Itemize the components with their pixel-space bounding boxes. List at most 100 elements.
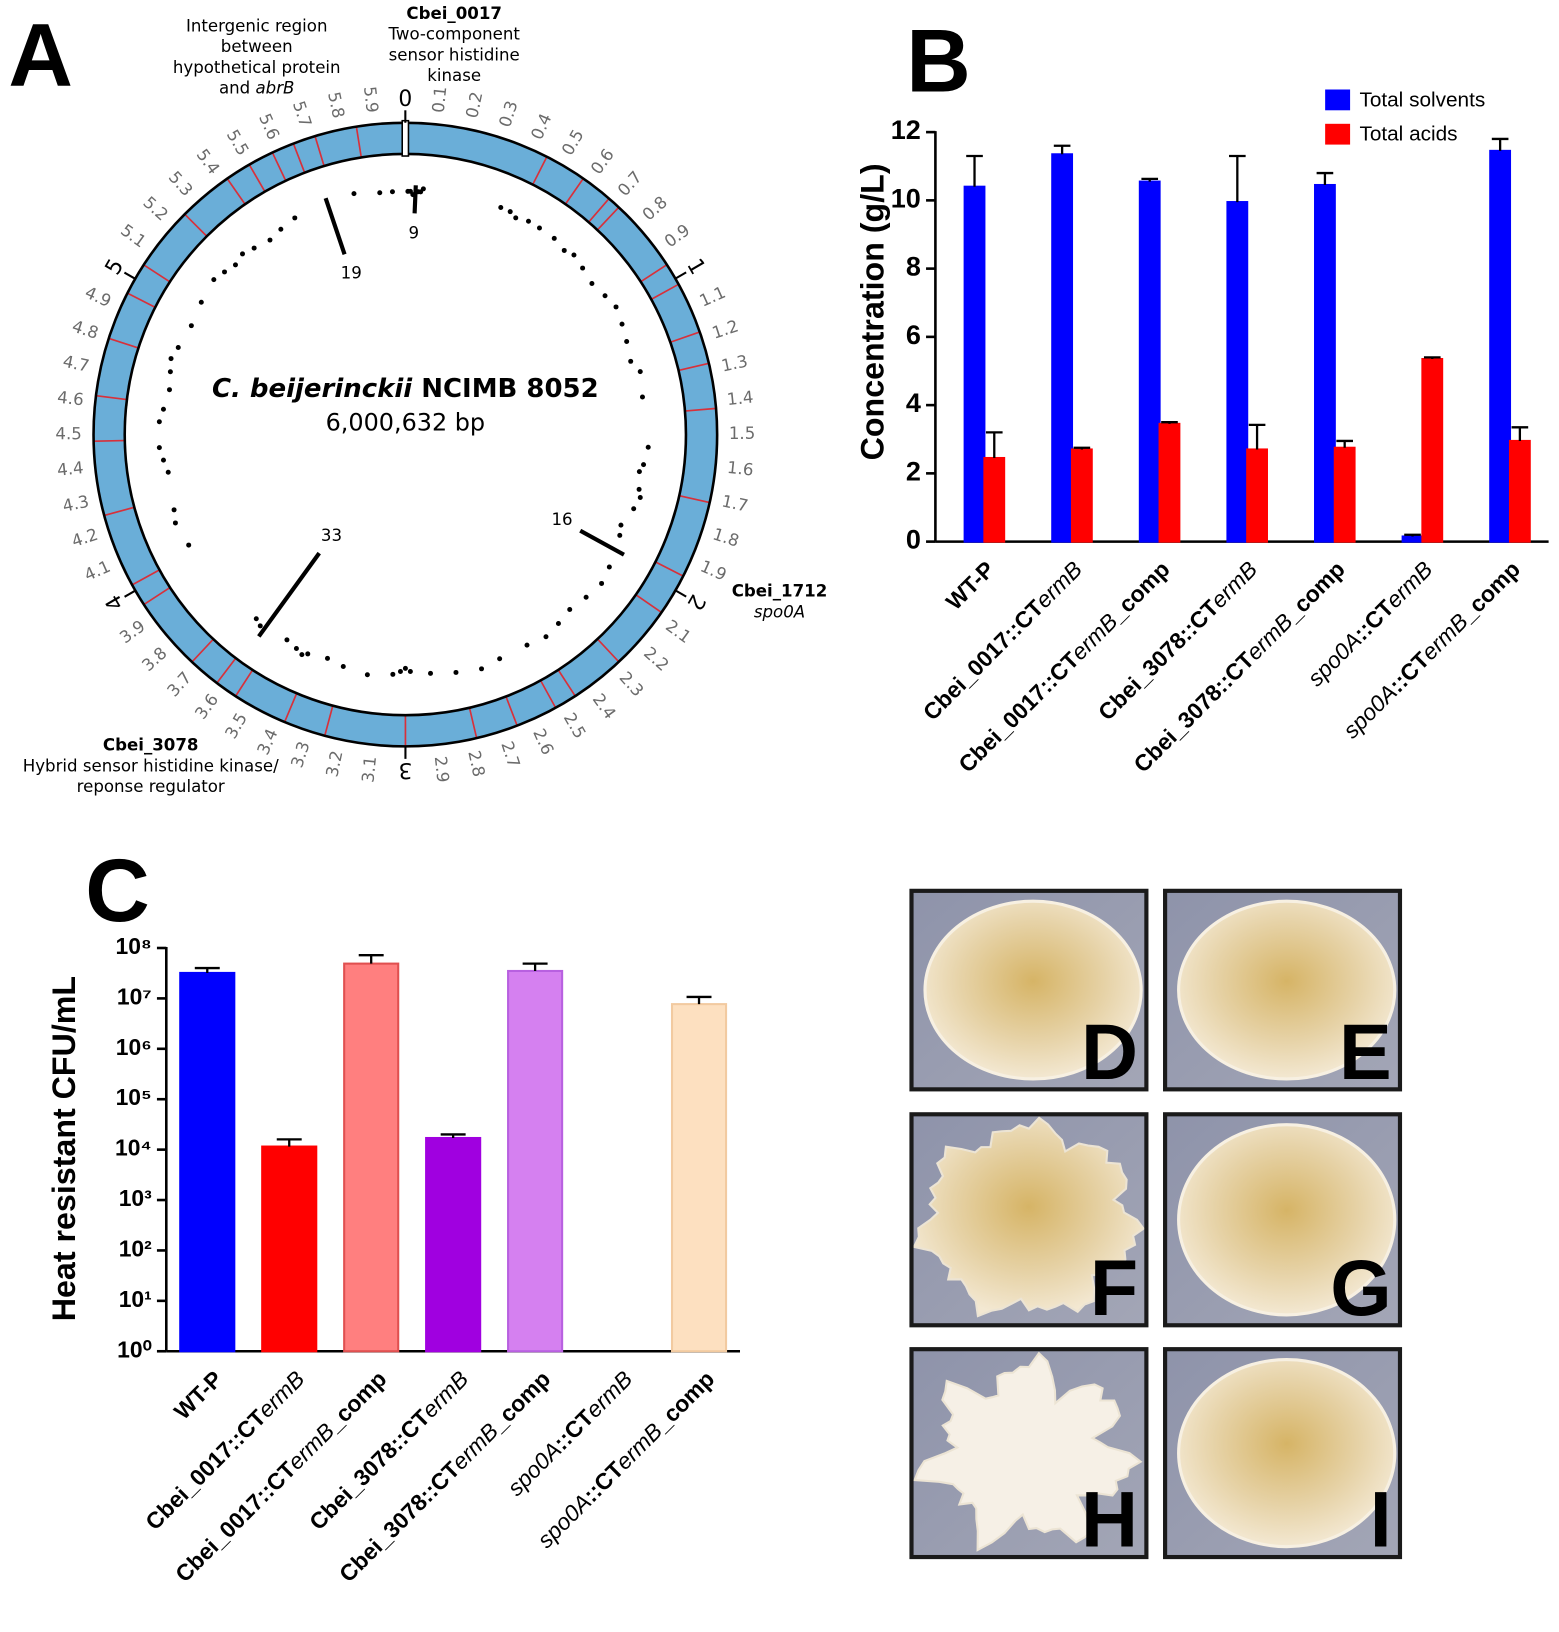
insertion-site [109, 337, 138, 349]
insertion-dot [168, 356, 174, 362]
insertion-dot [599, 580, 605, 586]
tick-label: 1.1 [697, 283, 729, 311]
annotation-line: sensor histidine [389, 45, 520, 64]
annotation-line: Intergenic region [186, 16, 328, 35]
legend-label: Total acids [1359, 123, 1457, 146]
text-run: _comp [320, 1366, 391, 1437]
insertion-site [94, 439, 124, 443]
insertion-site [636, 594, 662, 613]
bar [507, 969, 564, 1353]
insertion-dot [602, 293, 608, 299]
tick-label: 3.9 [116, 616, 149, 647]
insertion-dot [628, 358, 634, 364]
tick-label: 3.3 [287, 739, 313, 770]
tick-label: 1.7 [720, 492, 750, 516]
tick-label: 3.5 [221, 710, 251, 742]
tick-label: 4.5 [55, 424, 81, 443]
error-bar [358, 954, 384, 964]
bar [261, 1145, 318, 1353]
tick-label: 1 [681, 255, 710, 280]
bar [1314, 183, 1336, 543]
tick-label: 0.1 [429, 85, 451, 113]
tick-label: 5.1 [117, 221, 150, 252]
insertion-dot [160, 457, 166, 463]
text-run: _comp [1103, 556, 1174, 627]
y-tick-label: 10⁶ [116, 1034, 152, 1060]
insertion-dot [637, 494, 643, 500]
insertion-dot [555, 621, 561, 627]
x-tick-label: Cbei_0017::CTermB [918, 556, 1087, 725]
insertion-dot [293, 646, 299, 652]
bar [179, 971, 236, 1353]
text-run: ermB [1380, 556, 1437, 613]
error-bar [194, 966, 220, 973]
text-run: WT-P [941, 556, 1000, 615]
text-run: Intergenic region [186, 16, 328, 35]
x-tick-label: Cbei_3078::CTermB [1093, 556, 1262, 725]
tick-label: 3.1 [358, 755, 380, 783]
insertion-dot [636, 486, 642, 492]
y-tick-label: 10³ [119, 1185, 152, 1211]
insertion-dot [305, 651, 311, 657]
insertion-dot [606, 564, 612, 570]
tick-label: 5.6 [255, 111, 283, 143]
photo-frame [909, 1347, 1149, 1560]
annotation-line: spo0A [754, 602, 805, 621]
colony-photo: E [1163, 888, 1403, 1096]
insertion-site [597, 639, 619, 662]
insertion-dot [641, 462, 647, 468]
annotation-line: hypothetical protein [173, 58, 341, 77]
tick-label: 0.6 [587, 145, 618, 178]
insertion-dot [536, 225, 542, 231]
gene-id: Cbei_3078 [103, 736, 199, 755]
insertion-site [144, 264, 170, 282]
text-run: _comp [1279, 556, 1350, 627]
text-run: _comp [484, 1366, 555, 1437]
tick-label: 2.8 [464, 749, 488, 779]
photo-frame [909, 888, 1149, 1092]
tick-label: 4.9 [82, 283, 114, 311]
text-run: hypothetical protein [173, 58, 341, 77]
annotation-line: Two-component [387, 25, 520, 44]
colony-photo: D [909, 888, 1149, 1096]
y-tick-label: 10⁷ [117, 983, 152, 1009]
insertion-dot [156, 419, 162, 425]
photo-label: F [1090, 1244, 1138, 1332]
insertion-dot [497, 656, 503, 662]
tick-label: 5.9 [360, 85, 382, 113]
insertion-site [540, 680, 556, 708]
error-bar [1336, 439, 1353, 448]
insertion-site [184, 214, 207, 237]
insertion-dot [618, 522, 624, 528]
colony [1177, 1123, 1397, 1317]
tick-label: 4.3 [61, 492, 91, 516]
insertion-site [532, 157, 548, 184]
photo-label: E [1339, 1008, 1392, 1096]
error-bar [1423, 356, 1441, 360]
insertion-dot [507, 209, 513, 215]
insertion-dot [232, 262, 238, 268]
photo-frame [1163, 888, 1403, 1092]
colony [912, 1116, 1146, 1318]
error-bar [1404, 533, 1421, 537]
tick-label: 2.3 [616, 668, 648, 700]
insertion-dot [257, 623, 263, 629]
tick-label: 1.6 [726, 458, 754, 480]
gene-id: Cbei_0017 [406, 4, 502, 23]
tick-label: 0.4 [527, 111, 555, 143]
tick-label: 3.8 [138, 643, 170, 675]
y-tick-label: 10⁵ [116, 1084, 152, 1110]
tick-label: 2.7 [497, 739, 523, 770]
y-tick-label: 10² [119, 1235, 152, 1261]
genome-size: 6,000,632 bp [326, 408, 486, 436]
tick-label: 4.2 [69, 525, 100, 551]
insertion-dot [498, 204, 504, 210]
insertion-dot [645, 444, 651, 450]
bar [1246, 448, 1268, 543]
tick-label: 4.6 [56, 388, 84, 410]
insertion-dot [619, 321, 625, 327]
legend-label: Total solvents [1359, 88, 1485, 111]
insertion-dot [211, 277, 217, 283]
text-run: abrB [256, 79, 295, 98]
